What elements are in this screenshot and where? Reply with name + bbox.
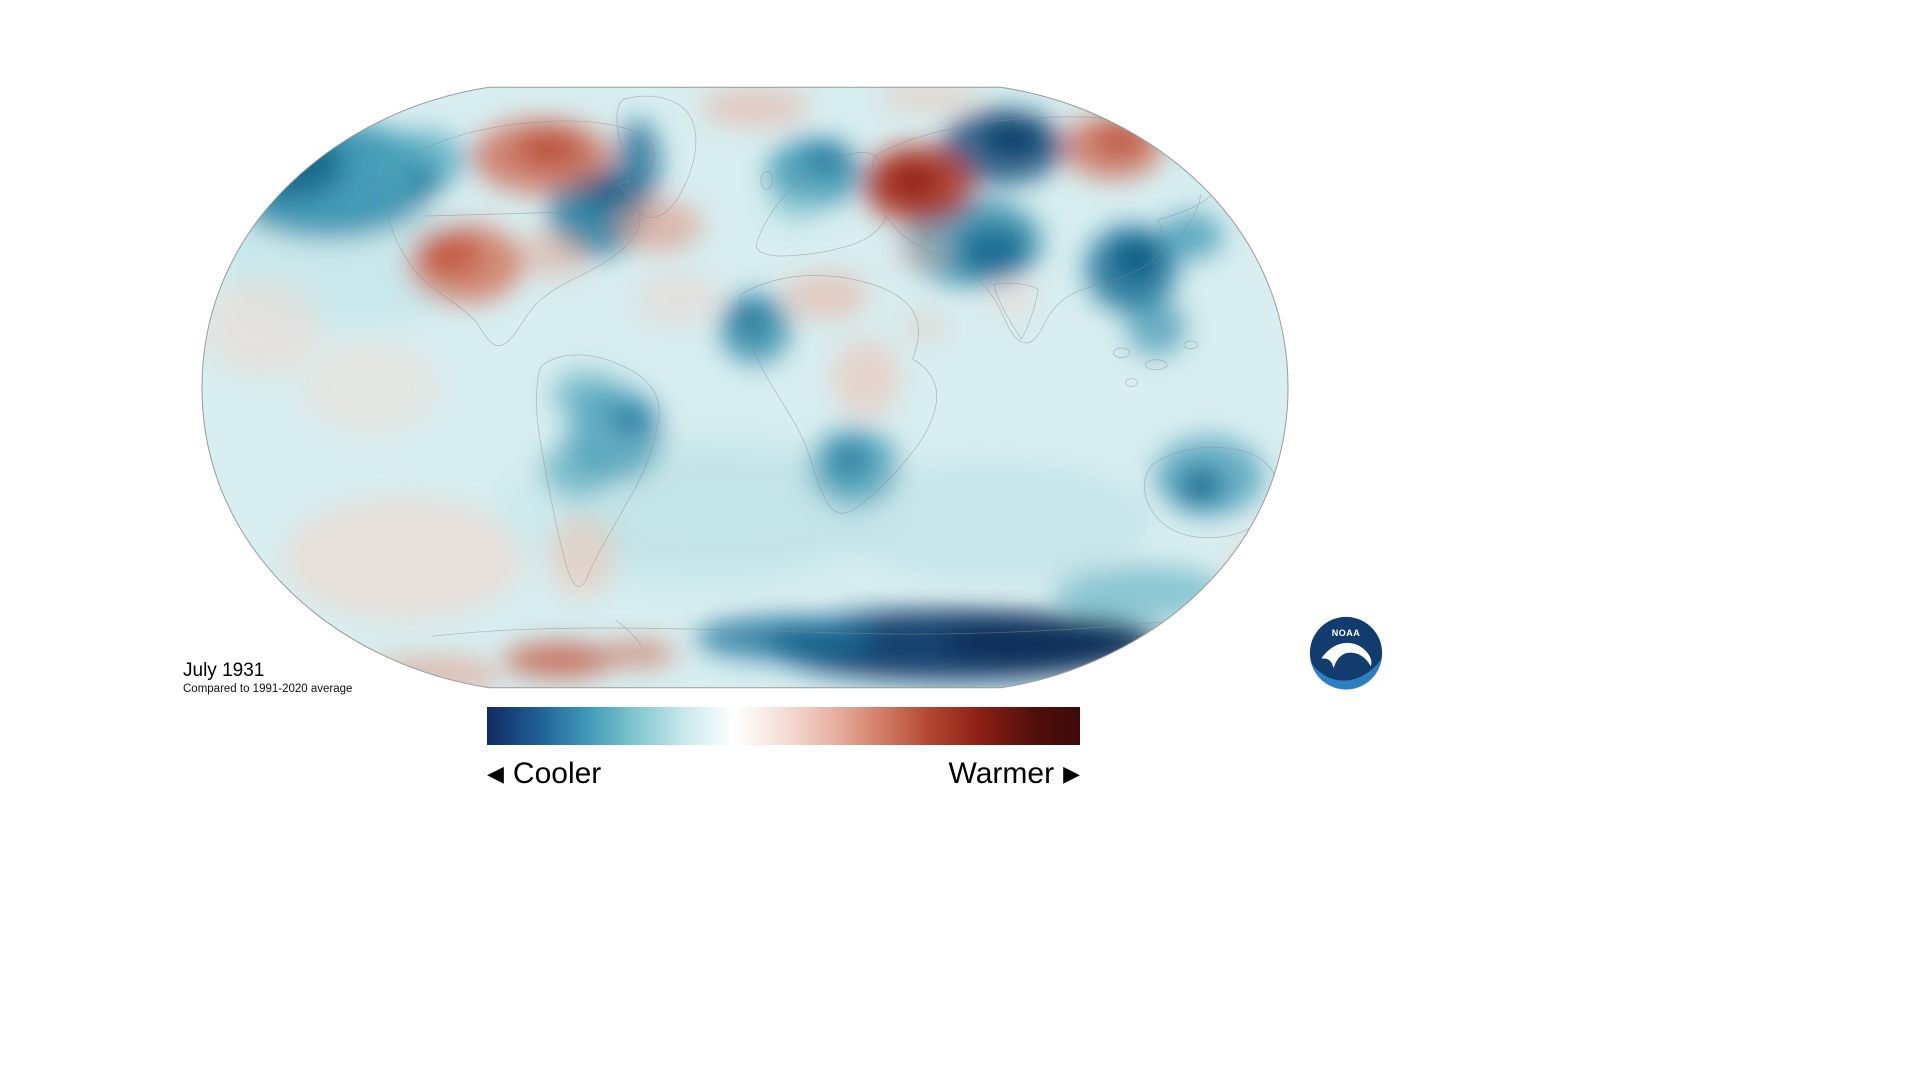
legend: ◀ Cooler Warmer ▶ bbox=[487, 707, 1080, 791]
legend-cooler: ◀ Cooler bbox=[487, 757, 601, 791]
legend-labels: ◀ Cooler Warmer ▶ bbox=[487, 757, 1080, 791]
noaa-logo-text: NOAA bbox=[1332, 628, 1360, 638]
map-outline bbox=[201, 86, 1289, 689]
warmer-label: Warmer bbox=[948, 757, 1055, 790]
map-title: July 1931 bbox=[183, 660, 265, 681]
noaa-logo: NOAA bbox=[1308, 615, 1384, 691]
colorbar bbox=[487, 707, 1080, 745]
noaa-logo-emblem: NOAA bbox=[1309, 616, 1383, 690]
world-anomaly-map bbox=[201, 86, 1289, 689]
map-subtitle: Compared to 1991-2020 average bbox=[183, 683, 353, 695]
warmer-arrow-icon: ▶ bbox=[1063, 761, 1080, 786]
cooler-label: Cooler bbox=[512, 757, 602, 790]
cooler-arrow-icon: ◀ bbox=[487, 761, 504, 786]
map-caption: July 1931 Compared to 1991-2020 average bbox=[183, 660, 352, 696]
legend-warmer: Warmer ▶ bbox=[949, 757, 1080, 791]
